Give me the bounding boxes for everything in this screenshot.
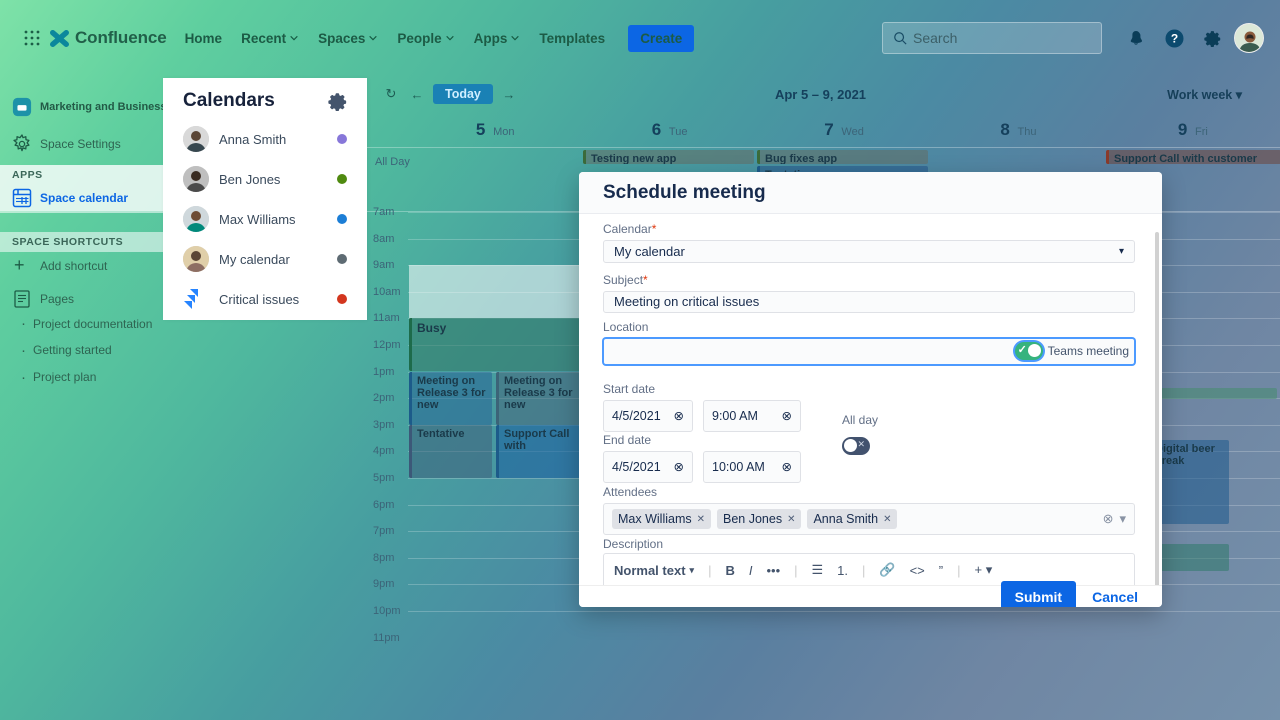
svg-text:?: ? [1170,31,1177,45]
